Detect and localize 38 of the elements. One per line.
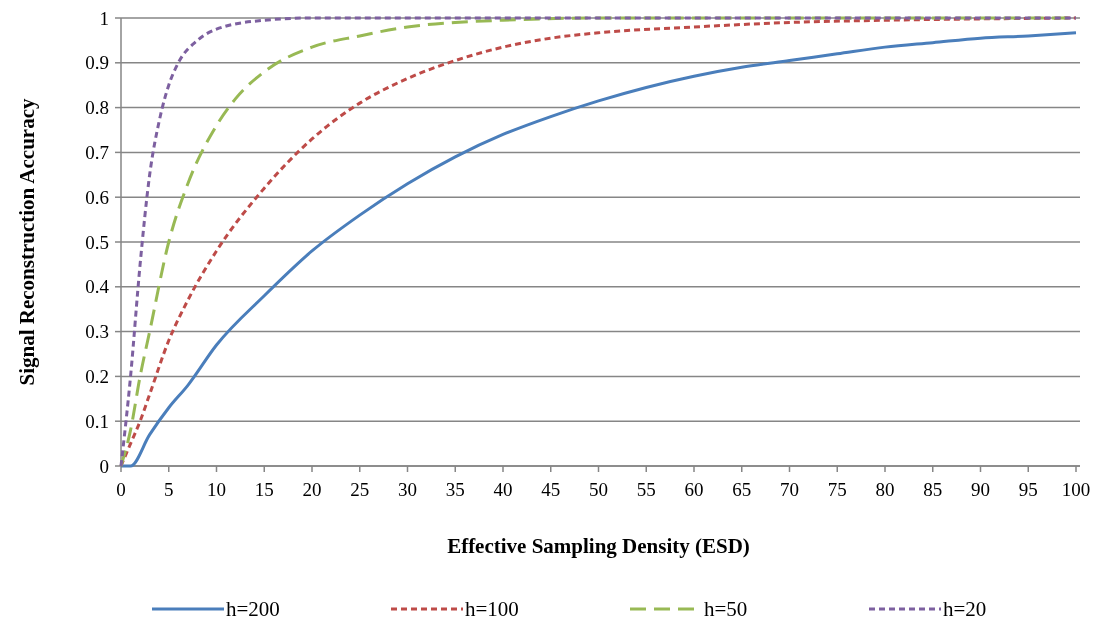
legend-label: h=50: [704, 597, 748, 622]
y-tick-label: 0.4: [85, 276, 110, 298]
x-tick-label: 95: [1018, 479, 1038, 500]
x-tick-label: 100: [1061, 479, 1091, 500]
x-tick-label: 90: [971, 479, 990, 500]
legend-label: h=200: [226, 597, 280, 622]
x-tick-label: 85: [923, 479, 943, 500]
x-tick-label: 20: [302, 479, 322, 500]
x-tick-label: 75: [827, 479, 847, 500]
y-tick-label: 1: [99, 7, 109, 29]
y-tick-label: 0.5: [85, 231, 109, 253]
y-tick-label: 0.8: [85, 97, 109, 119]
x-tick-label: 65: [732, 479, 752, 500]
x-tick-label: 35: [445, 479, 465, 500]
x-tick-label: 40: [493, 479, 513, 500]
x-tick-label: 60: [684, 479, 704, 500]
y-tick-label: 0.2: [85, 366, 109, 388]
x-tick-label: 25: [350, 479, 370, 500]
x-tick-label: 5: [164, 479, 174, 500]
x-tick-label: 10: [207, 479, 226, 500]
y-tick-label: 0.1: [85, 410, 109, 432]
legend-label: h=20: [943, 597, 987, 622]
y-tick-label: 0.7: [85, 142, 109, 164]
x-tick-label: 15: [254, 479, 274, 500]
x-tick-label: 45: [541, 479, 561, 500]
x-tick-label: 30: [398, 479, 417, 500]
x-tick-label: 80: [875, 479, 895, 500]
y-tick-label: 0.9: [85, 52, 109, 74]
x-tick-label: 50: [589, 479, 608, 500]
y-tick-label: 0.6: [85, 186, 109, 208]
y-tick-label: 0.3: [85, 321, 109, 343]
legend-label: h=100: [465, 597, 519, 622]
x-tick-label: 70: [780, 479, 799, 500]
y-tick-label: 0: [99, 455, 109, 477]
y-axis-title: Signal Reconstruction Accuracy: [15, 98, 39, 386]
x-axis-title: Effective Sampling Density (ESD): [447, 534, 750, 558]
x-tick-label: 55: [636, 479, 656, 500]
x-tick-label: 0: [116, 479, 126, 500]
